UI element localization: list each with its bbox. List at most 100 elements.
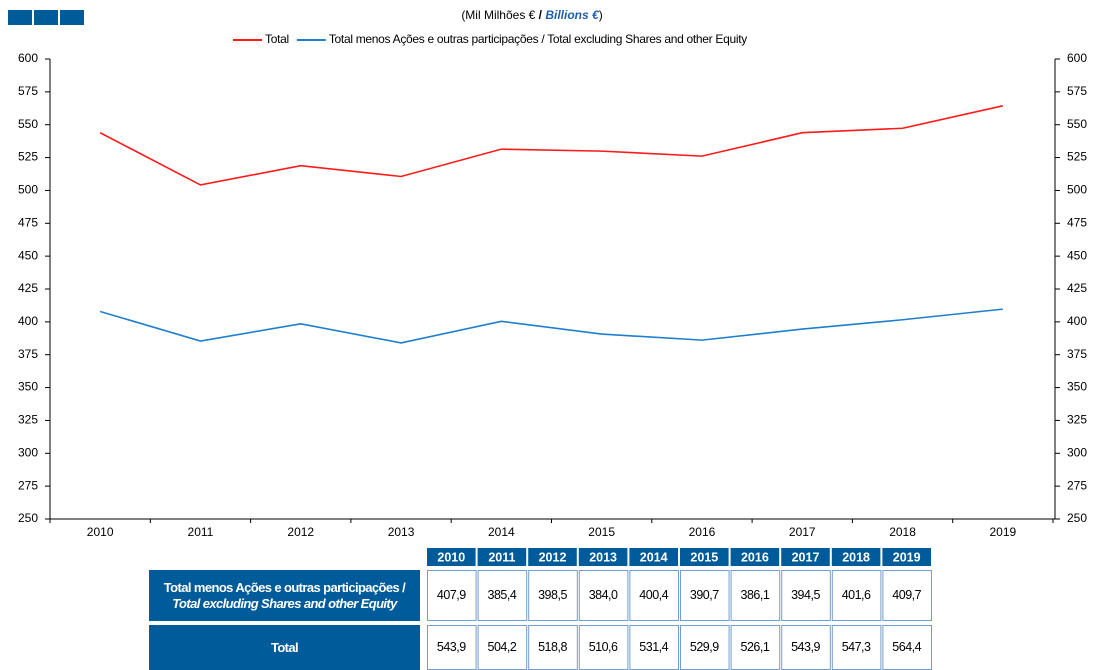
table-header-cell (629, 548, 678, 566)
y-tick-label: 475 (18, 215, 38, 229)
y-tick-label: 300 (18, 445, 38, 459)
y2-tick-label: 575 (1067, 84, 1087, 98)
title-pt: (Mil Milhões € (461, 8, 538, 22)
table-header: 2017 (792, 550, 820, 564)
table-row-label-cell (149, 570, 420, 621)
table-cell (528, 625, 578, 670)
table-row-label: Total (149, 625, 420, 670)
y-tick-label: 350 (18, 380, 38, 394)
y2-tick-label: 450 (1067, 248, 1087, 262)
table-value: 398,5 (538, 588, 567, 602)
y-tick-label: 325 (18, 413, 38, 427)
table-header: 2018 (842, 550, 870, 564)
x-tick-label: 2018 (889, 525, 916, 539)
table-value: 543,9 (791, 640, 820, 654)
legend-label: Total menos Ações e outras participações… (329, 32, 747, 46)
logo-block (60, 10, 84, 25)
y2-tick-label: 375 (1067, 347, 1087, 361)
table-header-cell (882, 548, 931, 566)
table-header-cell (427, 548, 476, 566)
table-value: 564,4 (892, 640, 921, 654)
y2-tick-label: 425 (1067, 281, 1087, 295)
y-tick-label: 425 (18, 281, 38, 295)
table-header-cell (528, 548, 577, 566)
x-tick-label: 2016 (689, 525, 716, 539)
table-value: 384,0 (589, 588, 618, 602)
table-header-cell (781, 548, 830, 566)
row-label-part: Total menos Ações e outras participações… (163, 579, 406, 595)
x-tick-label: 2017 (789, 525, 816, 539)
y2-tick-label: 475 (1067, 215, 1087, 229)
title-end: ) (599, 8, 603, 22)
x-tick-label: 2019 (989, 525, 1016, 539)
table-value: 526,1 (741, 640, 770, 654)
y-tick-label: 250 (18, 511, 38, 525)
table-value: 504,2 (488, 640, 517, 654)
table-value: 390,7 (690, 588, 719, 602)
table-cell (730, 570, 781, 621)
row-label-text: Total menos Ações e outras participações… (149, 570, 420, 621)
table-header: 2011 (488, 550, 515, 564)
table-cell (477, 625, 528, 670)
table-cell (882, 570, 933, 621)
y-tick-label: 275 (18, 478, 38, 492)
y-tick-label: 375 (18, 347, 38, 361)
table-header-cell (477, 548, 527, 566)
x-tick-label: 2011 (188, 525, 214, 539)
y2-tick-label: 500 (1067, 183, 1087, 197)
series-line (99, 105, 1004, 186)
y-tick-label: 450 (18, 248, 38, 262)
y2-tick-label: 275 (1067, 478, 1087, 492)
table-value: 510,6 (589, 640, 618, 654)
y-tick-label: 500 (18, 183, 38, 197)
table-cell (528, 570, 578, 621)
table-cell (578, 570, 629, 621)
y2-tick-label: 325 (1067, 413, 1087, 427)
y2-tick-label: 250 (1067, 511, 1087, 525)
table-header: 2014 (640, 550, 668, 564)
x-tick-label: 2010 (87, 525, 114, 539)
table-row-label: Total menos Ações e outras participações… (149, 570, 420, 621)
row-label-part: Total excluding Shares and other Equity (172, 595, 397, 611)
table-cell (781, 570, 831, 621)
title-slash: / (539, 8, 546, 22)
table-header-cell (578, 548, 628, 566)
table-cell (680, 570, 730, 621)
x-tick-label: 2013 (388, 525, 415, 539)
y-tick-label: 575 (18, 84, 38, 98)
table-cell (831, 570, 882, 621)
title-en: Billions € (545, 8, 600, 22)
table-value: 386,1 (741, 588, 770, 602)
table-cell (427, 570, 477, 621)
table-value: 409,7 (892, 588, 921, 602)
series-line (99, 308, 1003, 344)
table-value: 531,4 (639, 640, 668, 654)
x-tick-label: 2012 (287, 525, 314, 539)
logo-block (8, 10, 32, 25)
x-tick-label: 2014 (488, 525, 515, 539)
y2-tick-label: 525 (1067, 150, 1087, 164)
table-value: 547,3 (842, 640, 871, 654)
y2-tick-label: 300 (1067, 445, 1087, 459)
table-header: 2015 (690, 550, 718, 564)
logo-block (34, 10, 58, 25)
table-value: 401,6 (842, 588, 871, 602)
table-cell (831, 625, 882, 670)
table-value: 385,4 (488, 588, 517, 602)
table-value: 400,4 (639, 588, 668, 602)
table-header: 2012 (539, 550, 567, 564)
table-header-cell (831, 548, 881, 566)
table-value: 529,9 (690, 640, 719, 654)
y2-tick-label: 600 (1067, 51, 1087, 65)
chart-title: (Mil Milhões € / Billions €) (461, 8, 602, 22)
y2-tick-label: 400 (1067, 314, 1087, 328)
table-header: 2013 (589, 550, 617, 564)
table-header: 2019 (893, 550, 921, 564)
table-header: 2016 (741, 550, 769, 564)
table-cell (882, 625, 933, 670)
table-value: 518,8 (538, 640, 567, 654)
row-label-text: Total (149, 625, 420, 670)
y-tick-label: 550 (18, 117, 38, 131)
table-cell (629, 570, 680, 621)
table-value: 543,9 (437, 640, 466, 654)
